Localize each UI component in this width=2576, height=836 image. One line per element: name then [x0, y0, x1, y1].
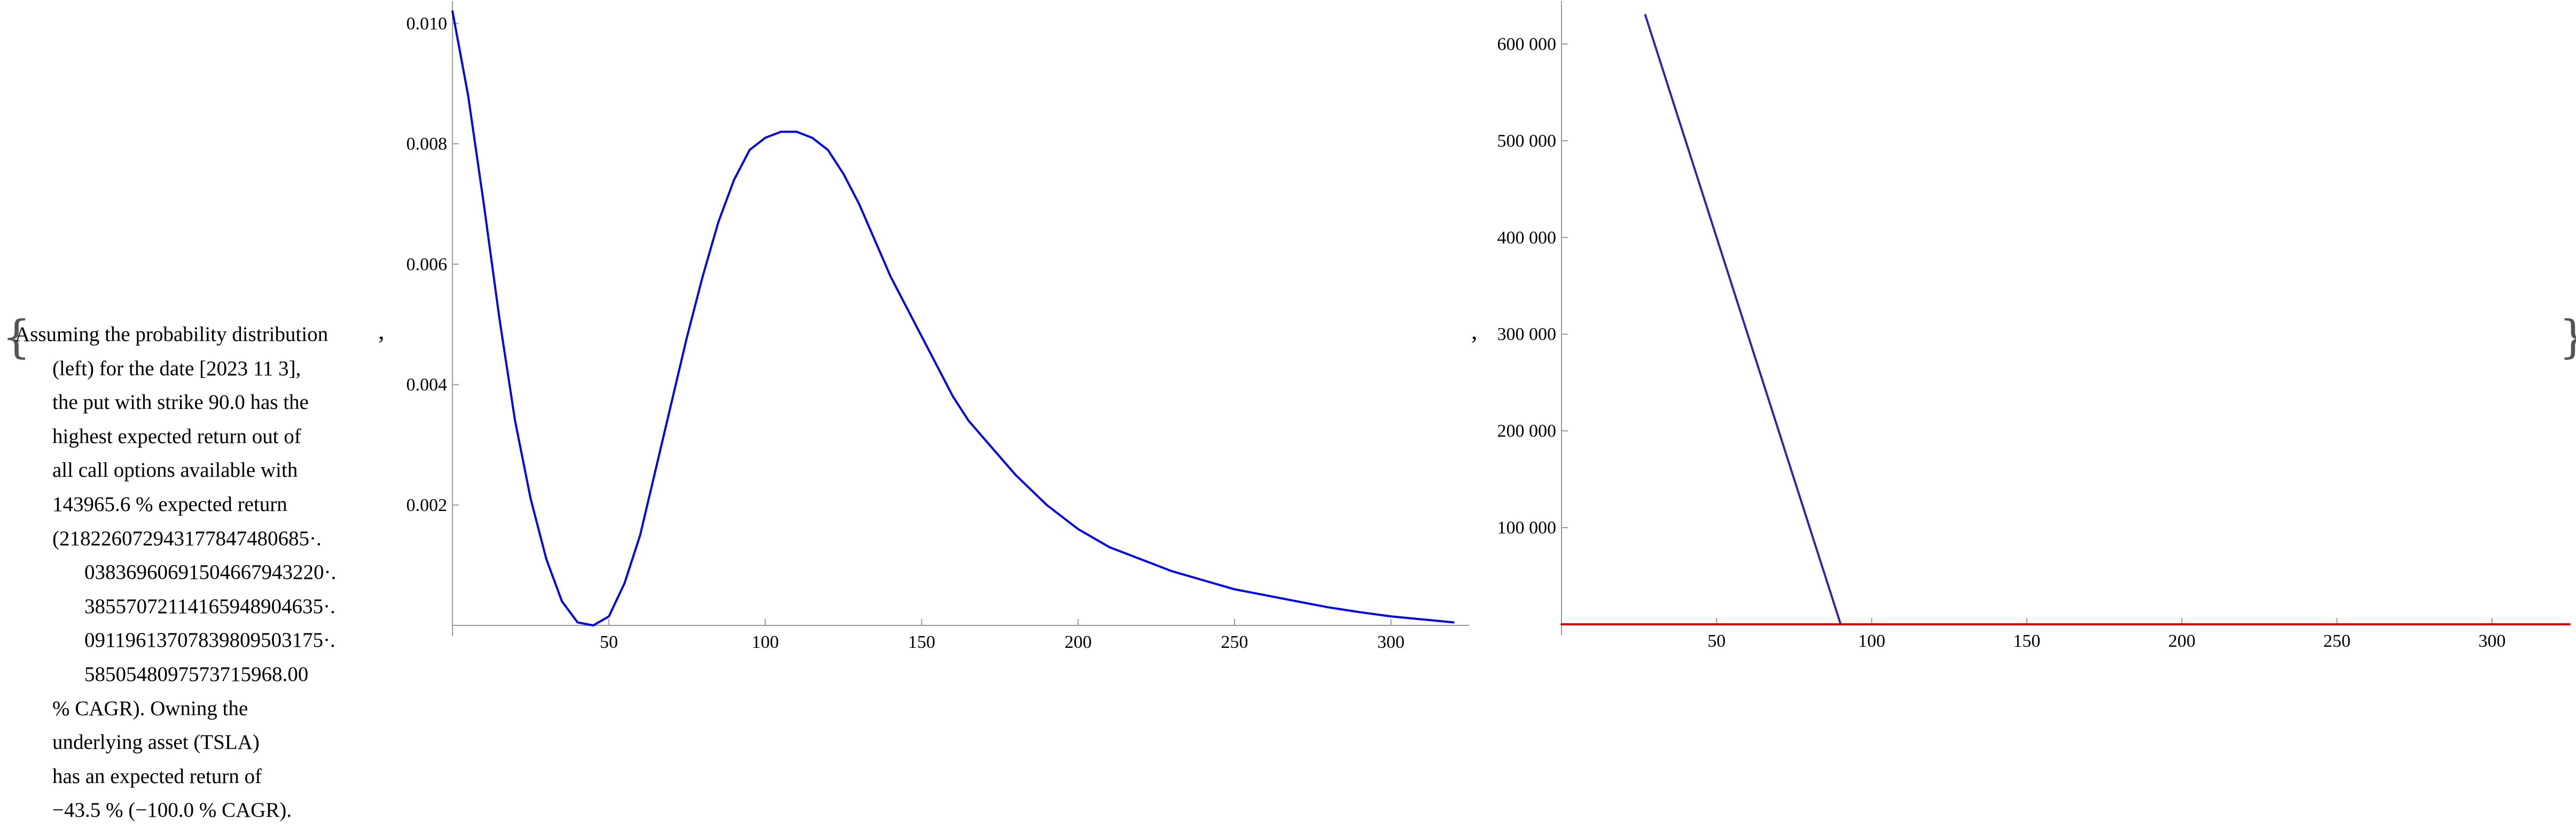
- description-line: has an expected return of: [52, 764, 262, 788]
- description-line: (218226072943177847480685·.: [52, 527, 322, 550]
- description-line: the put with strike 90.0 has the: [52, 391, 309, 414]
- probability-distribution-plot: 50 100 150 200 250 300 0.002 0.004 0.006 0.008 0.0…: [385, 0, 1474, 674]
- description-line: 38557072114165948904635·.: [84, 594, 335, 618]
- x-tick-label: 300: [2478, 631, 2505, 651]
- series-line: [1644, 14, 1842, 625]
- x-tick-label: 50: [600, 632, 618, 652]
- x-tick-label: 50: [1707, 631, 1726, 651]
- y-tick-label: 0.010: [407, 14, 448, 34]
- y-tick-label: 500 000: [1497, 131, 1557, 151]
- y-tick-label: 200 000: [1497, 421, 1557, 441]
- x-tick-label: 250: [1221, 632, 1248, 652]
- description-line: (left) for the date [2023 11 3],: [52, 357, 301, 380]
- description-line: % CAGR). Owning the: [52, 696, 248, 720]
- y-tick-label: 0.004: [407, 375, 448, 395]
- result-description: Assuming the probability distribution (l…: [15, 318, 378, 827]
- y-tick-label: 400 000: [1497, 228, 1557, 247]
- description-line: 5850548097573715968.00: [84, 662, 309, 686]
- x-tick-label: 200: [2168, 631, 2196, 651]
- series-line: [451, 10, 1455, 626]
- y-tick-label: 300 000: [1497, 324, 1557, 344]
- x-tick-label: 150: [2013, 631, 2040, 651]
- description-line: 09119613707839809503175·.: [84, 629, 335, 652]
- x-tick-label: 250: [2323, 631, 2351, 651]
- description-line: underlying asset (TSLA): [52, 731, 260, 754]
- description-line: all call options available with: [52, 459, 298, 482]
- x-tick-label: 100: [752, 632, 779, 652]
- x-tick-label: 150: [908, 632, 935, 652]
- separator-comma: ,: [1471, 317, 1478, 344]
- option-payoff-svg: 50 100 150 200 250 300 100 000 200 000 300 000 40…: [1497, 1, 2571, 651]
- description-line: 03836960691504667943220·.: [84, 561, 337, 584]
- x-tick-label: 300: [1377, 632, 1404, 652]
- option-payoff-plot: 50 100 150 200 250 300 100 000 200 000 300 000 40…: [1480, 0, 2575, 674]
- y-tick-label: 0.006: [407, 254, 448, 274]
- description-line: Assuming the probability distribution: [15, 323, 329, 346]
- y-tick-label: 0.002: [407, 496, 448, 515]
- y-tick-label: 600 000: [1497, 34, 1557, 54]
- description-line: −43.5 % (−100.0 % CAGR).: [52, 799, 292, 822]
- open-brace: {: [2, 311, 31, 363]
- separator-comma: ,: [378, 317, 385, 344]
- close-brace: }: [2559, 314, 2576, 359]
- probability-distribution-svg: 50 100 150 200 250 300 0.002 0.004 0.006 0.008 0.0…: [407, 1, 1469, 652]
- x-tick-label: 100: [1858, 631, 1885, 651]
- description-line: 143965.6 % expected return: [52, 492, 287, 516]
- description-line: highest expected return out of: [52, 424, 301, 448]
- y-tick-label: 0.008: [407, 134, 448, 154]
- y-tick-label: 100 000: [1497, 518, 1557, 538]
- x-tick-label: 200: [1065, 632, 1092, 652]
